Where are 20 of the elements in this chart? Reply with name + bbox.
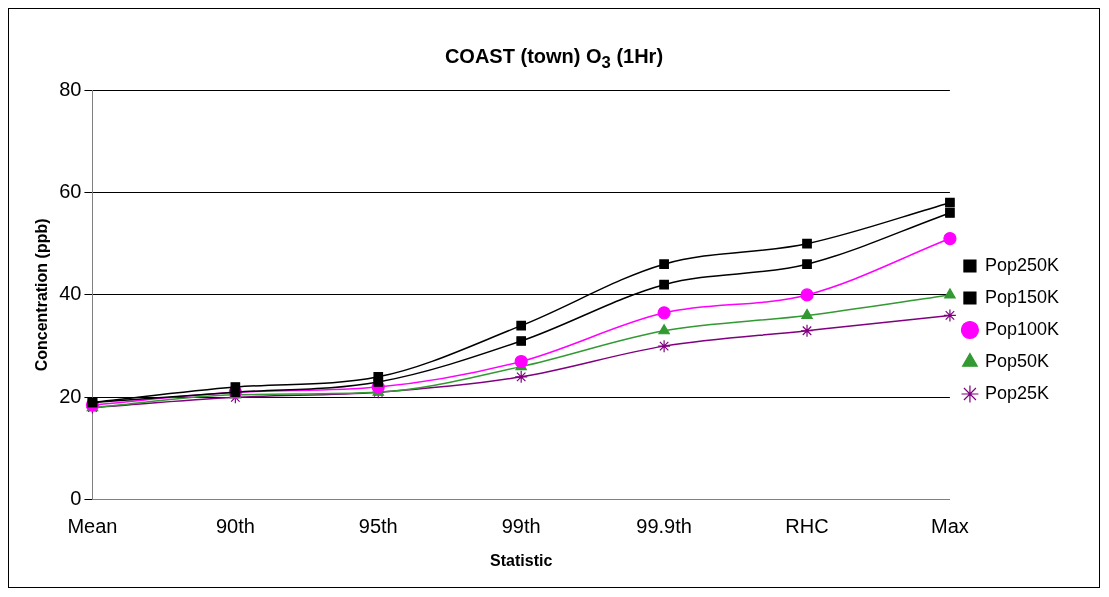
y-tick-label: 20 (59, 384, 82, 407)
x-tick-label: 99th (501, 515, 541, 538)
legend-label: Pop50K (984, 350, 1049, 371)
x-tick-label: 99.9th (636, 515, 692, 538)
x-tick-label: RHC (785, 515, 829, 538)
y-tick-label: 0 (70, 487, 82, 510)
x-axis-title: Statistic (490, 551, 553, 569)
chart-title: COAST (town) O$_{3}$ (1Hr) (443, 44, 665, 74)
y-axis-title: Concentration (ppb) (33, 218, 51, 372)
y-tick-label: 40 (59, 282, 82, 305)
x-tick-label: Max (931, 515, 969, 538)
x-tick-label: 90th (215, 515, 255, 538)
y-tick-label: 80 (59, 77, 82, 100)
legend-label: Pop250K (984, 254, 1060, 275)
legend-label: Pop150K (984, 286, 1060, 307)
y-tick-label: 60 (59, 179, 82, 202)
x-tick-label: 95th (358, 515, 398, 538)
legend-label: Pop25K (984, 382, 1049, 403)
x-tick-label: Mean (67, 515, 118, 538)
legend-label: Pop100K (984, 318, 1060, 339)
